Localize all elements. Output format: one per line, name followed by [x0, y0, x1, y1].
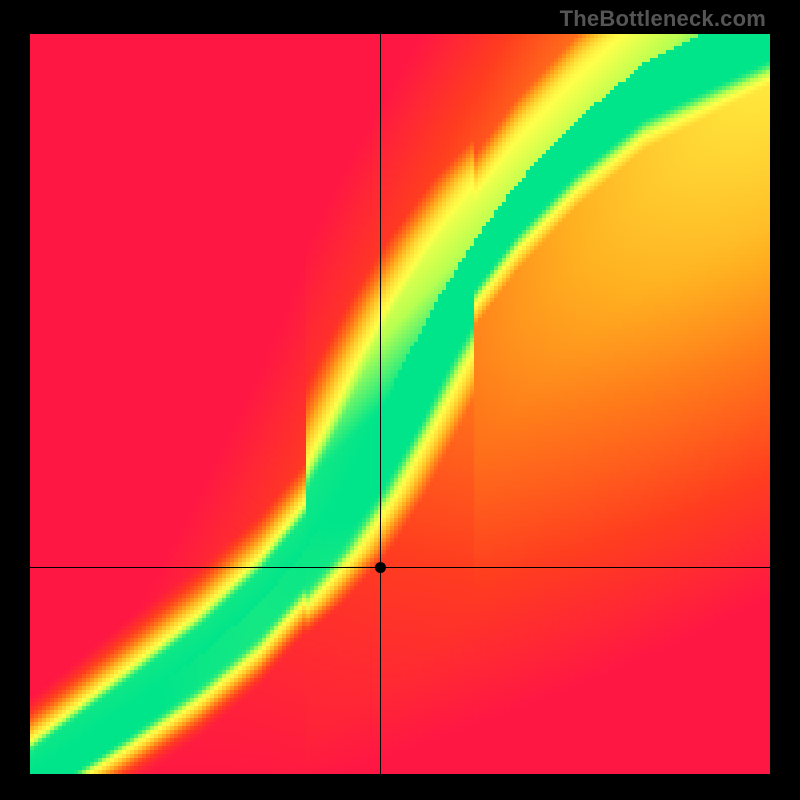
figure-frame: TheBottleneck.com	[0, 0, 800, 800]
watermark-text: TheBottleneck.com	[560, 6, 766, 32]
heatmap-canvas	[30, 34, 770, 774]
heatmap-panel	[30, 34, 770, 774]
